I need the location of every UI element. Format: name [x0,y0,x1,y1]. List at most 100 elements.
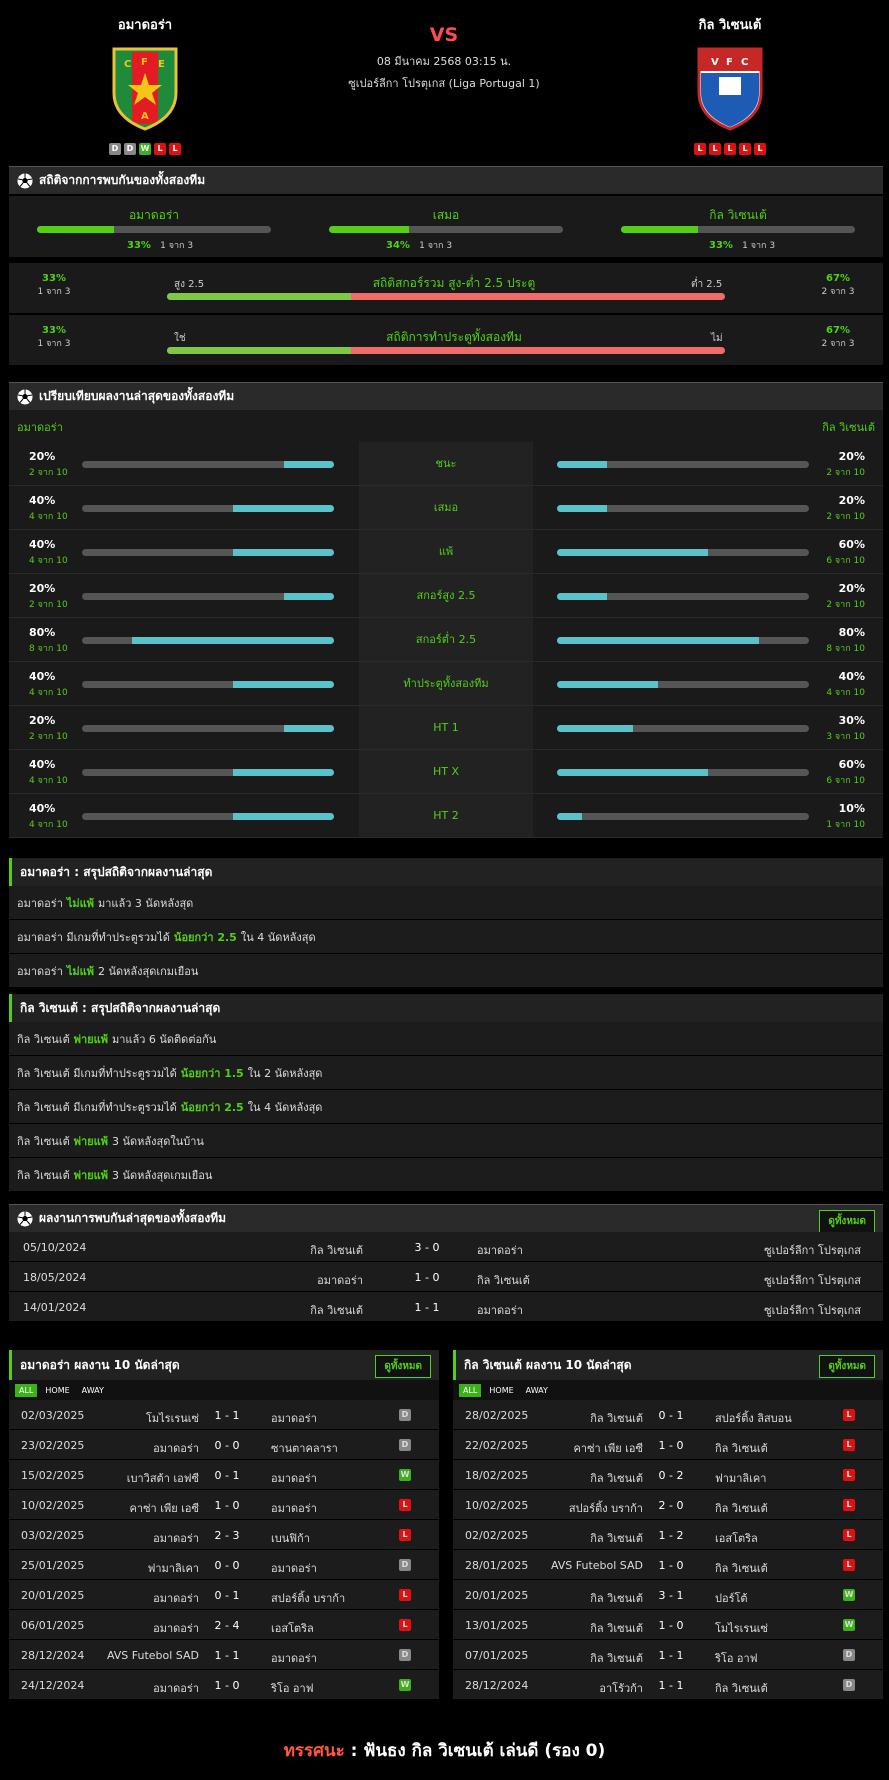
compare-team-labels: อมาดอร่า กิล วิเซนเต้ [9,410,883,442]
last10-title: กิล วิเซนเต้ ผลงาน 10 นัดล่าสุด [464,1357,632,1372]
match-date: 28/02/2025 [465,1409,529,1422]
away-team[interactable]: อมาดอร่า [271,1652,317,1665]
match-date: 02/03/2025 [21,1409,85,1422]
last10-rows: 02/03/2025 โมไรเรนเซ่ 1 - 1 อมาดอร่า D 23/02/… [9,1400,439,1700]
home-team[interactable]: กิล วิเซนเต้ [590,1412,643,1425]
away-team[interactable]: ปอร์โต้ [715,1592,748,1605]
home-team[interactable]: AVS Futebol SAD [106,1649,199,1662]
home-crest-letter: F [141,57,148,68]
away-team-crest: V F C [697,47,763,131]
away-team[interactable]: เอสโตริล [715,1532,758,1545]
summary-rows: อมาดอร่า ไม่แพ้ มาแล้ว 3 นัดหลังสุด อมาดอ… [9,886,883,988]
home-team[interactable]: คาซ่า เพีย เอซี [129,1502,199,1515]
summary-text: 2 นัดหลังสุดเกมเยือน [98,964,199,978]
home-team[interactable]: อมาดอร่า [317,1274,363,1287]
home-team[interactable]: กิล วิเซนเต้ [310,1304,363,1317]
summary-highlight: พ่ายแพ้ [73,1032,108,1046]
home-team[interactable]: อมาดอร่า [153,1592,199,1605]
home-team[interactable]: สปอร์ติ้ง บราก้า [568,1502,643,1515]
tab-all[interactable]: ALL [459,1383,482,1397]
home-team[interactable]: กิล วิเซนเต้ [590,1472,643,1485]
away-team-name: กิล วิเซนเต้ [698,18,762,33]
home-team[interactable]: อมาดอร่า [153,1682,199,1695]
tab-away[interactable]: AWAY [525,1385,548,1395]
away-team[interactable]: สปอร์ติ้ง ลิสบอน [715,1412,792,1425]
home-team[interactable]: เบาวิสต้า เอฟซี [126,1472,199,1485]
compare-away-bar [557,769,809,776]
home-team[interactable]: อาโรัวก้า [599,1682,643,1695]
compare-left: 20% 2 จาก 10 [9,574,359,617]
home-team[interactable]: อมาดอร่า [153,1442,199,1455]
away-team[interactable]: ริโอ อาฟ [271,1682,314,1695]
away-team[interactable]: เบนฟิก้า [271,1532,310,1545]
view-all-button[interactable]: ดูทั้งหมด [819,1355,875,1378]
bar-fill [557,769,709,776]
summary-row: อมาดอร่า ไม่แพ้ มาแล้ว 3 นัดหลังสุด [9,886,883,920]
result-badge: L [843,1529,855,1541]
home-team[interactable]: กิล วิเซนเต้ [590,1532,643,1545]
compare-home-cnt: 8 จาก 10 [29,644,68,654]
match-row: 15/02/2025 เบาวิสต้า เอฟซี 0 - 1 อมาดอร่า W [9,1460,439,1490]
away-team[interactable]: สปอร์ติ้ง บราก้า [271,1592,346,1605]
score: 3 - 1 [658,1589,684,1602]
summary-text: ใน 4 นัดหลังสุด [247,1100,323,1114]
away-team[interactable]: กิล วิเซนเต้ [477,1274,530,1287]
home-team[interactable]: AVS Futebol SAD [550,1559,643,1572]
home-team[interactable]: กิล วิเซนเต้ [590,1622,643,1635]
match-row: 02/02/2025 กิล วิเซนเต้ 1 - 2 เอสโตริล L [453,1520,883,1550]
away-team[interactable]: อมาดอร่า [271,1412,317,1425]
away-team[interactable]: อมาดอร่า [477,1304,523,1317]
tab-home[interactable]: HOME [45,1385,70,1395]
summary-highlight: น้อยกว่า 2.5 [180,1100,244,1114]
bar-fill [557,681,658,688]
home-team[interactable]: โมไรเรนเซ่ [145,1412,199,1425]
away-team[interactable]: กิล วิเซนเต้ [715,1682,768,1695]
home-team[interactable]: กิล วิเซนเต้ [310,1244,363,1257]
away-team[interactable]: อมาดอร่า [271,1472,317,1485]
away-team[interactable]: อมาดอร่า [271,1502,317,1515]
summary-row: กิล วิเซนเต้ มีเกมที่ทำประตูรวมได้ น้อยก… [9,1090,883,1124]
score: 1 - 0 [658,1619,684,1632]
btts-right-label: ไม่ [711,333,723,344]
away-team[interactable]: อมาดอร่า [477,1244,523,1257]
tab-all[interactable]: ALL [15,1383,38,1397]
tab-home[interactable]: HOME [489,1385,514,1395]
section-header: สถิติจากการพบกันของทั้งสองทีม [9,166,883,194]
btts-left-cnt: 1 จาก 3 [37,339,71,349]
away-team[interactable]: ซานตาคลารา [271,1442,338,1455]
compare-home-pct: 40% [29,494,56,507]
away-team[interactable]: โมไรเรนเซ่ [715,1622,769,1635]
compare-home-bar [82,725,334,732]
competition: ซูเปอร์ลีกา โปรตุเกส [764,1304,861,1317]
compare-home-pct: 40% [29,670,56,683]
form-badge: D [109,143,121,155]
compare-right: 20% 2 จาก 10 [533,486,883,529]
summary-highlight: ไม่แพ้ [66,964,94,978]
bar-fill [557,725,633,732]
away-team[interactable]: กิล วิเซนเต้ [715,1502,768,1515]
home-team[interactable]: อมาดอร่า [153,1532,199,1545]
home-team[interactable]: ฟามาลิเคา [147,1562,199,1575]
match-row: 13/01/2025 กิล วิเซนเต้ 1 - 0 โมไรเรนเซ่ W [453,1610,883,1640]
result-badge: D [843,1679,855,1691]
home-team[interactable]: กิล วิเซนเต้ [590,1592,643,1605]
cnt: 1 จาก 3 [160,241,194,251]
away-team[interactable]: ริโอ อาฟ [715,1652,758,1665]
away-team[interactable]: อมาดอร่า [271,1562,317,1575]
compare-away-cnt: 2 จาก 10 [826,600,865,610]
view-all-button[interactable]: ดูทั้งหมด [819,1210,875,1233]
away-team[interactable]: เอสโตริล [271,1622,314,1635]
summary-rows: กิล วิเซนเต้ พ่ายแพ้ มาแล้ว 6 นัดติดต่อก… [9,1022,883,1192]
away-team[interactable]: ฟามาลิเคา [715,1472,767,1485]
score: 0 - 0 [214,1439,240,1452]
home-team[interactable]: อมาดอร่า [153,1622,199,1635]
away-team[interactable]: กิล วิเซนเต้ [715,1562,768,1575]
away-team[interactable]: กิล วิเซนเต้ [715,1442,768,1455]
home-team[interactable]: คาซ่า เพีย เอซี [573,1442,643,1455]
tab-away[interactable]: AWAY [81,1385,104,1395]
view-all-button[interactable]: ดูทั้งหมด [375,1355,431,1378]
home-team[interactable]: กิล วิเซนเต้ [590,1652,643,1665]
